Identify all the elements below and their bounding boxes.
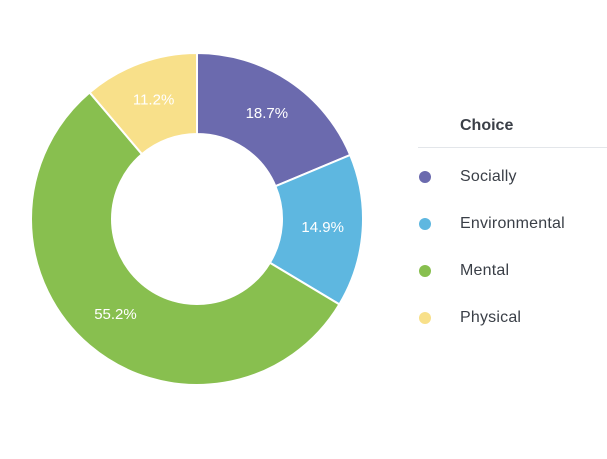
slice-socially[interactable] — [196, 51, 352, 188]
slice-mental[interactable] — [30, 91, 341, 386]
slice-label-socially: 18.7% — [246, 105, 289, 122]
slice-label-environmental: 14.9% — [301, 219, 344, 236]
legend-label: Mental — [460, 261, 510, 279]
legend-item-mental[interactable]: Mental — [418, 247, 607, 294]
slice-label-physical: 11.2% — [133, 92, 174, 109]
legend-swatch — [419, 311, 431, 324]
legend-swatch — [419, 217, 431, 230]
slice-label-mental: 55.2% — [94, 306, 137, 323]
legend-swatch — [419, 170, 431, 183]
legend-item-socially[interactable]: Socially — [418, 153, 607, 200]
donut-slice-labels: 18.7% 14.9% 55.2% 11.2% — [94, 92, 344, 323]
donut-slices — [30, 51, 364, 386]
legend-label: Physical — [460, 308, 522, 326]
legend-label: Socially — [460, 167, 517, 185]
legend-item-environmental[interactable]: Environmental — [418, 200, 607, 247]
donut-chart: 18.7% 14.9% 55.2% 11.2% — [30, 51, 364, 386]
legend-label: Environmental — [460, 214, 565, 232]
legend-item-physical[interactable]: Physical — [418, 294, 607, 341]
legend-swatch — [419, 264, 431, 277]
legend: Choice Socially Environmental Mental Phy… — [418, 112, 607, 341]
legend-items: Socially Environmental Mental Physical — [418, 153, 607, 341]
legend-title: Choice — [418, 112, 607, 148]
slice-physical[interactable] — [88, 51, 198, 156]
